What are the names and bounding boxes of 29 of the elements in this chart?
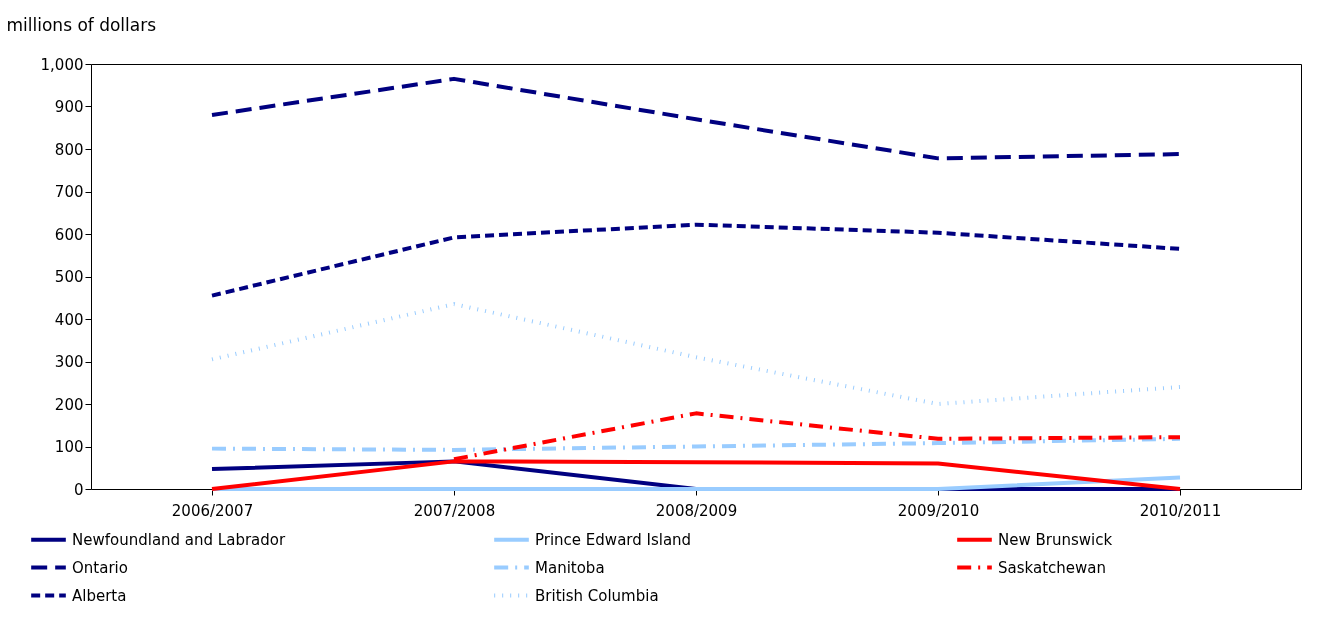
legend-label: Newfoundland and Labrador: [72, 530, 286, 549]
x-tick-label: 2008/2009: [655, 501, 738, 520]
y-tick-label: 100: [54, 438, 84, 456]
x-tick-label: 2007/2008: [413, 501, 496, 520]
legend-label: Alberta: [72, 586, 127, 605]
line-series: [210, 302, 1182, 406]
y-axis-title: millions of dollars: [6, 14, 157, 35]
line-series: [210, 436, 1182, 452]
y-tick-label: 1,000: [40, 55, 84, 74]
legend-label: British Columbia: [535, 586, 659, 605]
line-series: [210, 222, 1182, 298]
y-tick-label: 0: [73, 480, 84, 499]
legend-label: Prince Edward Island: [535, 530, 692, 549]
x-tick-label: 2009/2010: [897, 501, 980, 520]
x-tick-label: 2006/2007: [171, 501, 254, 520]
y-tick-label: 200: [54, 395, 84, 414]
legend-label: Saskatchewan: [998, 558, 1106, 577]
legend-label: Manitoba: [535, 558, 605, 577]
y-tick-label: 400: [54, 310, 84, 329]
y-tick-label: 300: [54, 353, 84, 371]
x-tick-label: 2010/2011: [1139, 501, 1222, 520]
legend-label: New Brunswick: [998, 530, 1113, 549]
y-tick-label: 500: [54, 268, 84, 286]
legend-label: Ontario: [72, 558, 128, 577]
y-tick-label: 800: [54, 140, 84, 159]
line-series: [210, 76, 1182, 161]
y-tick-label: 700: [54, 183, 84, 201]
y-tick-label: 900: [54, 98, 84, 116]
y-tick-label: 600: [54, 225, 84, 244]
